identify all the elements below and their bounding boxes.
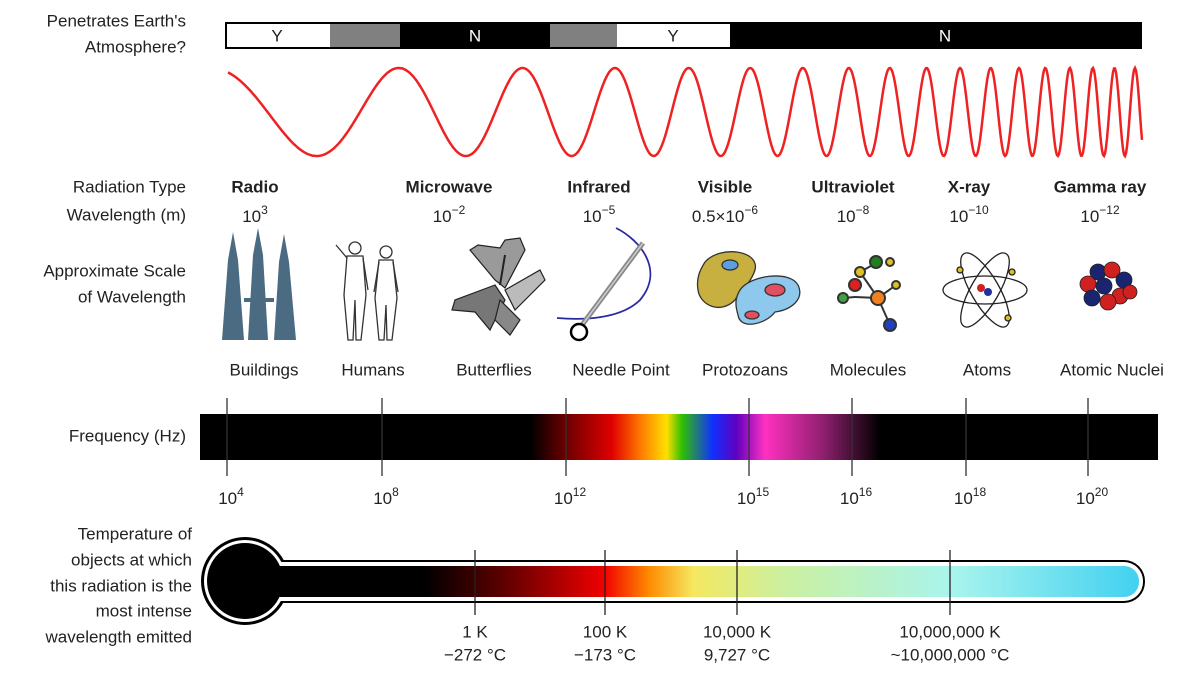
radiation-type: Ultraviolet [811, 177, 894, 196]
scale-label: Molecules [830, 360, 907, 379]
frequency-label: 1020 [1076, 485, 1109, 508]
frequency-label: 1018 [954, 485, 987, 508]
frequency-label-exponent: 18 [973, 485, 987, 499]
row-label: Temperature of [78, 524, 193, 543]
frequency-label-exponent: 15 [756, 485, 770, 499]
radiation-type: Radio [231, 177, 278, 196]
frequency-label-exponent: 4 [237, 485, 244, 499]
frequency-label-base: 10 [840, 489, 859, 508]
frequency-label-exponent: 20 [1095, 485, 1109, 499]
protozoans-icon [696, 251, 801, 325]
radiation-type: X-ray [948, 177, 991, 196]
wavelength-exponent: 3 [261, 203, 268, 217]
wavelength-base: 10 [1080, 207, 1099, 226]
wave [227, 65, 1144, 159]
frequency-label-exponent: 8 [392, 485, 399, 499]
frequency-label-base: 10 [954, 489, 973, 508]
wavelength-exponent: −2 [452, 203, 466, 217]
radiation-type: Infrared [567, 177, 630, 196]
atom-icon [942, 252, 1028, 328]
scale-label: Atoms [963, 360, 1011, 379]
scale-label: Buildings [230, 360, 299, 379]
wavelength: 103 [242, 203, 268, 226]
row-label: this radiation is the [50, 576, 192, 595]
frequency-label-exponent: 16 [859, 485, 873, 499]
thermometer [201, 537, 1145, 625]
radiation-type: Gamma ray [1054, 177, 1147, 196]
wavelength-exponent: −5 [602, 203, 616, 217]
butterfly-icon [451, 237, 546, 336]
frequency-label: 1012 [554, 485, 587, 508]
frequency-label-base: 10 [554, 489, 573, 508]
temperature-kelvin: 100 K [583, 622, 628, 641]
frequency-label: 108 [373, 485, 399, 508]
scale-label: Needle Point [572, 360, 670, 379]
needle-icon [556, 227, 652, 342]
wavelength: 10−12 [1080, 203, 1120, 226]
scale-label: Humans [341, 360, 404, 379]
scale-label: Butterflies [456, 360, 532, 379]
row-label: most intense [96, 601, 192, 620]
frequency-label-base: 10 [373, 489, 392, 508]
scale-label: Atomic Nuclei [1060, 360, 1164, 379]
atmosphere-segment: Y [667, 26, 678, 45]
row-label: objects at which [71, 550, 192, 569]
row-label: Frequency (Hz) [69, 426, 186, 445]
atmosphere-segment: N [469, 26, 481, 45]
temperature-celsius: −173 °C [574, 645, 636, 664]
molecules-icon [837, 255, 901, 332]
radiation-type: Visible [698, 177, 753, 196]
temperature-celsius: −272 °C [444, 645, 506, 664]
wavelength-exponent: −6 [744, 203, 758, 217]
radiation-type: Microwave [406, 177, 493, 196]
row-label: Approximate Scale [43, 261, 186, 280]
row-label: of Wavelength [78, 287, 186, 306]
temperature-kelvin: 1 K [462, 622, 488, 641]
wavelength-base: 10 [583, 207, 602, 226]
wavelength-exponent: −10 [968, 203, 989, 217]
temperature-celsius: ~10,000,000 °C [891, 645, 1010, 664]
frequency-label-base: 10 [737, 489, 756, 508]
wavelength-exponent: −8 [856, 203, 870, 217]
wavelength: 10−5 [583, 203, 616, 226]
row-label: Atmosphere? [85, 37, 186, 56]
wavelength-base: 10 [242, 207, 261, 226]
nuclei-icon [1079, 261, 1138, 311]
frequency-label: 1015 [737, 485, 770, 508]
frequency-label: 104 [218, 485, 244, 508]
wavelength: 10−2 [433, 203, 466, 226]
scale-label: Protozoans [702, 360, 788, 379]
temperature-celsius: 9,727 °C [704, 645, 770, 664]
frequency-label-base: 10 [218, 489, 237, 508]
wavelength-base: 10 [837, 207, 856, 226]
wavelength: 0.5×10−6 [692, 203, 758, 226]
row-label: wavelength emitted [45, 627, 192, 646]
row-label: Penetrates Earth's [47, 11, 186, 30]
wavelength: 10−8 [837, 203, 870, 226]
frequency-bar [200, 414, 1158, 460]
wavelength-base: 10 [949, 207, 968, 226]
frequency-label-exponent: 12 [573, 485, 587, 499]
humans-icon [335, 241, 399, 341]
wavelength: 10−10 [949, 203, 989, 226]
wavelength-exponent: −12 [1099, 203, 1120, 217]
buildings-icon [222, 228, 296, 340]
row-label: Wavelength (m) [67, 205, 186, 224]
temperature-kelvin: 10,000 K [703, 622, 772, 641]
wavelength-base: 10 [433, 207, 452, 226]
atmosphere-segment: N [939, 26, 951, 45]
frequency-label: 1016 [840, 485, 873, 508]
row-label: Radiation Type [73, 177, 186, 196]
atmosphere-segment: Y [271, 26, 282, 45]
frequency-label-base: 10 [1076, 489, 1095, 508]
temperature-kelvin: 10,000,000 K [899, 622, 1001, 641]
atmosphere-bar [225, 22, 1142, 49]
wavelength-base: 0.5×10 [692, 207, 744, 226]
